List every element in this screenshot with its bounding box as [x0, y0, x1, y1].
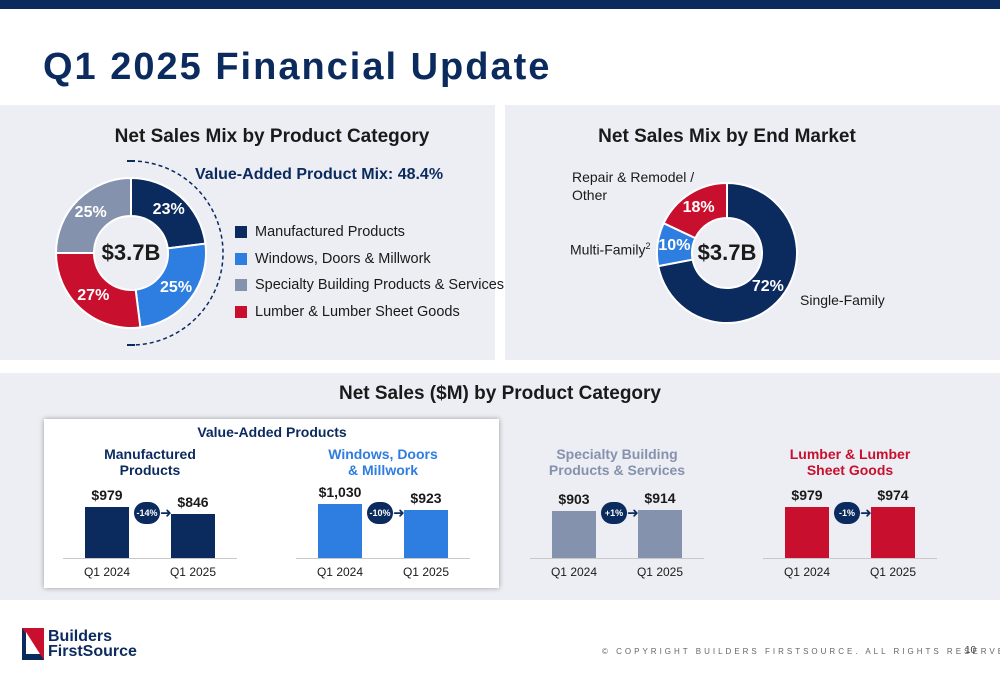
slice-label-specialty-building-products-services: 25% — [74, 203, 107, 221]
change-arrow-icon: ➜ — [860, 504, 872, 521]
label-repair-remodel: Repair & Remodel / Other — [572, 168, 694, 204]
legend-label: Windows, Doors & Millwork — [255, 250, 431, 267]
legend-label: Lumber & Lumber Sheet Goods — [255, 303, 460, 320]
legend-swatch — [235, 252, 247, 265]
change-arrow-icon: ➜ — [393, 504, 405, 521]
category-title-line: & Millwork — [347, 462, 419, 478]
category-title-manufactured-products: Manufactured Products — [104, 446, 196, 478]
legend-item-lumber-lumber-sheet-goods: Lumber & Lumber Sheet Goods — [235, 304, 460, 320]
category-title-line: Lumber & Lumber — [789, 446, 911, 462]
x-tick-label: Q1 2025 — [169, 565, 217, 579]
slice-specialty-building-products-services — [54, 176, 132, 254]
legend-item-manufactured-products: Manufactured Products — [235, 224, 405, 240]
value-added-bracket — [130, 160, 224, 346]
value-added-mix-label: Value-Added Product Mix: 48.4% — [195, 166, 444, 183]
x-tick-label: Q1 2025 — [869, 565, 917, 579]
bar-specialty-building-products-services-q1-2024 — [552, 510, 596, 558]
end-market-total: $3.7B — [697, 240, 757, 265]
slice-manufactured-products — [130, 176, 207, 250]
bar-windows-doors-millwork-q1-2025 — [404, 509, 448, 558]
x-tick-label: Q1 2024 — [316, 565, 364, 579]
category-title-line: Windows, Doors — [328, 446, 438, 462]
legend-label: Manufactured Products — [255, 224, 405, 240]
footnote-marker: 2 — [645, 241, 651, 251]
bar-manufactured-products-q1-2024 — [85, 506, 129, 558]
slice-label-manufactured-products: 23% — [152, 201, 185, 219]
x-tick-label: Q1 2025 — [402, 565, 450, 579]
repair-line-1: Repair & Remodel / — [572, 169, 695, 185]
label-single-family: Single-Family — [800, 292, 885, 308]
label-multi-family: Multi-Family2 — [570, 237, 650, 259]
slice-label-single-family: 72% — [751, 277, 784, 295]
bar-value-label: $923 — [410, 489, 442, 506]
legend-label: Specialty Building Products & Services — [255, 277, 505, 293]
slice-label-multi-family: 10% — [658, 237, 691, 255]
baseline — [63, 558, 237, 559]
slice-label-windows-doors-millwork: 25% — [160, 278, 193, 296]
change-badge: -1% — [834, 502, 860, 524]
bar-value-label: $974 — [877, 486, 909, 503]
page-number: 10 — [965, 645, 977, 656]
repair-line-2: Other — [572, 187, 608, 203]
category-title-line: Products & Services — [548, 462, 686, 478]
category-title-line: Manufactured — [104, 446, 196, 462]
x-tick-label: Q1 2025 — [636, 565, 684, 579]
end-market-title: Net Sales Mix by End Market — [598, 126, 856, 147]
bar-specialty-building-products-services-q1-2025 — [638, 510, 682, 558]
change-badge: +1% — [601, 502, 627, 524]
category-title-windows-doors-millwork: Windows, Doors & Millwork — [328, 446, 438, 478]
legend-swatch — [235, 279, 247, 291]
product-mix-total: $3.7B — [101, 240, 161, 265]
category-title-line: Products — [119, 462, 181, 478]
builders-firstsource-logo: Builders FirstSource — [22, 628, 137, 660]
category-title-line: Specialty Building — [556, 446, 678, 462]
change-badge: -14% — [134, 502, 160, 524]
copyright-notice: © COPYRIGHT BUILDERS FIRSTSOURCE. ALL RI… — [602, 647, 1000, 656]
change-arrow-icon: ➜ — [627, 504, 639, 521]
logo-mark-icon — [22, 628, 44, 660]
value-added-title: Value-Added Products — [197, 424, 347, 440]
bar-value-label: $846 — [177, 493, 209, 510]
legend-swatch — [235, 226, 247, 238]
category-title-line: Sheet Goods — [806, 462, 894, 478]
slice-repair-remodel-other — [662, 181, 728, 240]
logo-text-line-1: Builders — [48, 628, 113, 645]
category-title-specialty-building-products-services: Specialty Building Products & Services — [549, 446, 685, 478]
net-sales-title: Net Sales ($M) by Product Category — [338, 383, 662, 404]
value-added-box — [44, 419, 499, 588]
page-title: Q1 2025 Financial Update — [43, 46, 552, 88]
slice-single-family — [657, 181, 798, 324]
slice-label-lumber-lumber-sheet-goods: 27% — [77, 286, 110, 304]
bar-lumber-lumber-sheet-goods-q1-2024 — [785, 506, 829, 558]
slice-label-repair-remodel-other: 18% — [682, 199, 715, 217]
bar-value-label: $914 — [644, 490, 676, 507]
top-bar — [0, 0, 1000, 9]
bar-value-label: $979 — [91, 486, 123, 503]
x-tick-label: Q1 2024 — [83, 565, 131, 579]
multi-family-text: Multi-Family — [570, 241, 646, 258]
x-tick-label: Q1 2024 — [550, 565, 598, 579]
legend-item-specialty-building-products-services: Specialty Building Products & Services — [235, 277, 504, 293]
slice-windows-doors-millwork — [134, 242, 207, 329]
bar-value-label: $1,030 — [318, 484, 362, 500]
baseline — [296, 558, 470, 559]
legend-swatch — [235, 305, 247, 318]
category-title-lumber-lumber-sheet-goods: Lumber & Lumber Sheet Goods — [790, 446, 911, 478]
baseline — [530, 558, 704, 559]
change-badge: -10% — [367, 502, 393, 524]
baseline — [763, 558, 937, 559]
bar-value-label: $903 — [558, 490, 590, 507]
slice-lumber-lumber-sheet-goods — [54, 252, 142, 329]
x-tick-label: Q1 2024 — [783, 565, 831, 579]
logo-text-line-2: FirstSource — [48, 643, 137, 660]
bar-manufactured-products-q1-2025 — [171, 513, 215, 558]
change-arrow-icon: ➜ — [160, 504, 172, 521]
bar-windows-doors-millwork-q1-2024 — [318, 504, 362, 558]
product-mix-title: Net Sales Mix by Product Category — [114, 126, 430, 147]
bar-value-label: $979 — [791, 486, 823, 503]
legend-item-windows-doors-millwork: Windows, Doors & Millwork — [235, 251, 431, 267]
bar-lumber-lumber-sheet-goods-q1-2025 — [871, 506, 915, 558]
